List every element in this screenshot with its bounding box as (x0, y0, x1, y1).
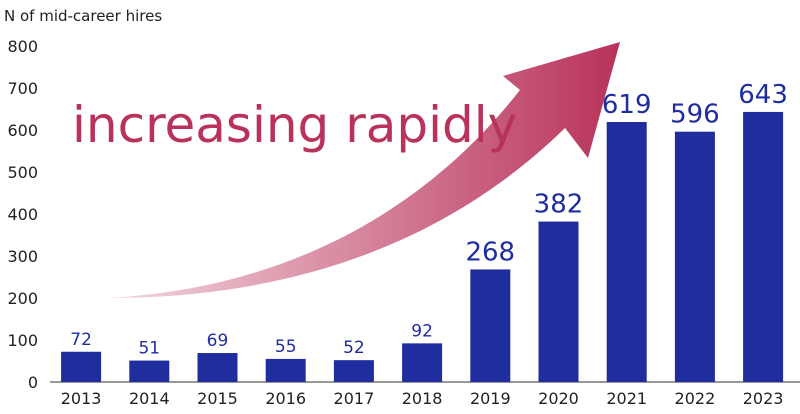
bar-2023 (743, 111, 784, 382)
x-tick-label-2020: 2020 (538, 389, 579, 408)
x-tick-label-2017: 2017 (334, 389, 375, 408)
y-tick-label-0: 0 (28, 373, 38, 392)
data-label-2016: 55 (275, 337, 297, 357)
y-tick-label-1: 100 (7, 331, 38, 350)
bar-2016 (265, 358, 306, 382)
data-label-2013: 72 (70, 330, 92, 350)
trend-arrow (108, 42, 620, 298)
bars: 72 51 69 55 52 92 268 382 619 596 643 (61, 80, 788, 383)
y-tick-label-5: 500 (7, 163, 38, 182)
x-tick-label-2014: 2014 (129, 389, 170, 408)
data-label-2023: 643 (738, 80, 788, 110)
bar-2022 (674, 131, 715, 382)
data-label-2022: 596 (670, 100, 720, 130)
y-tick-label-6: 600 (7, 121, 38, 140)
x-tick-label-2013: 2013 (61, 389, 102, 408)
bar-2014 (129, 360, 170, 382)
bar-2015 (197, 353, 238, 382)
y-tick-label-3: 300 (7, 247, 38, 266)
y-axis-ticks: 0 100 200 300 400 500 600 700 800 (7, 37, 38, 392)
x-tick-label-2019: 2019 (470, 389, 511, 408)
y-tick-label-4: 400 (7, 205, 38, 224)
bar-2018 (402, 343, 443, 382)
bar-2013 (61, 351, 102, 382)
bar-2019 (470, 269, 511, 382)
x-axis-labels: 2013 2014 2015 2016 2017 2018 2019 2020 2021 2022… (61, 389, 784, 408)
bar-2020 (538, 221, 579, 382)
data-label-2014: 51 (138, 339, 160, 359)
data-label-2021: 619 (602, 90, 652, 120)
y-tick-label-7: 700 (7, 79, 38, 98)
x-tick-label-2016: 2016 (265, 389, 306, 408)
data-label-2019: 268 (465, 237, 515, 267)
y-axis-title: N of mid-career hires (4, 7, 162, 25)
x-tick-label-2022: 2022 (675, 389, 716, 408)
x-tick-label-2021: 2021 (606, 389, 647, 408)
x-tick-label-2018: 2018 (402, 389, 443, 408)
bar-2021 (606, 122, 647, 383)
annotation-increasing-rapidly: increasing rapidly (72, 96, 517, 154)
x-tick-label-2015: 2015 (197, 389, 238, 408)
data-label-2017: 52 (343, 338, 365, 358)
bar-2017 (333, 360, 374, 382)
data-label-2020: 382 (534, 190, 584, 220)
data-label-2018: 92 (411, 321, 433, 341)
data-label-2015: 69 (207, 331, 229, 351)
y-tick-label-2: 200 (7, 289, 38, 308)
x-tick-label-2023: 2023 (743, 389, 784, 408)
y-tick-label-8: 800 (7, 37, 38, 56)
